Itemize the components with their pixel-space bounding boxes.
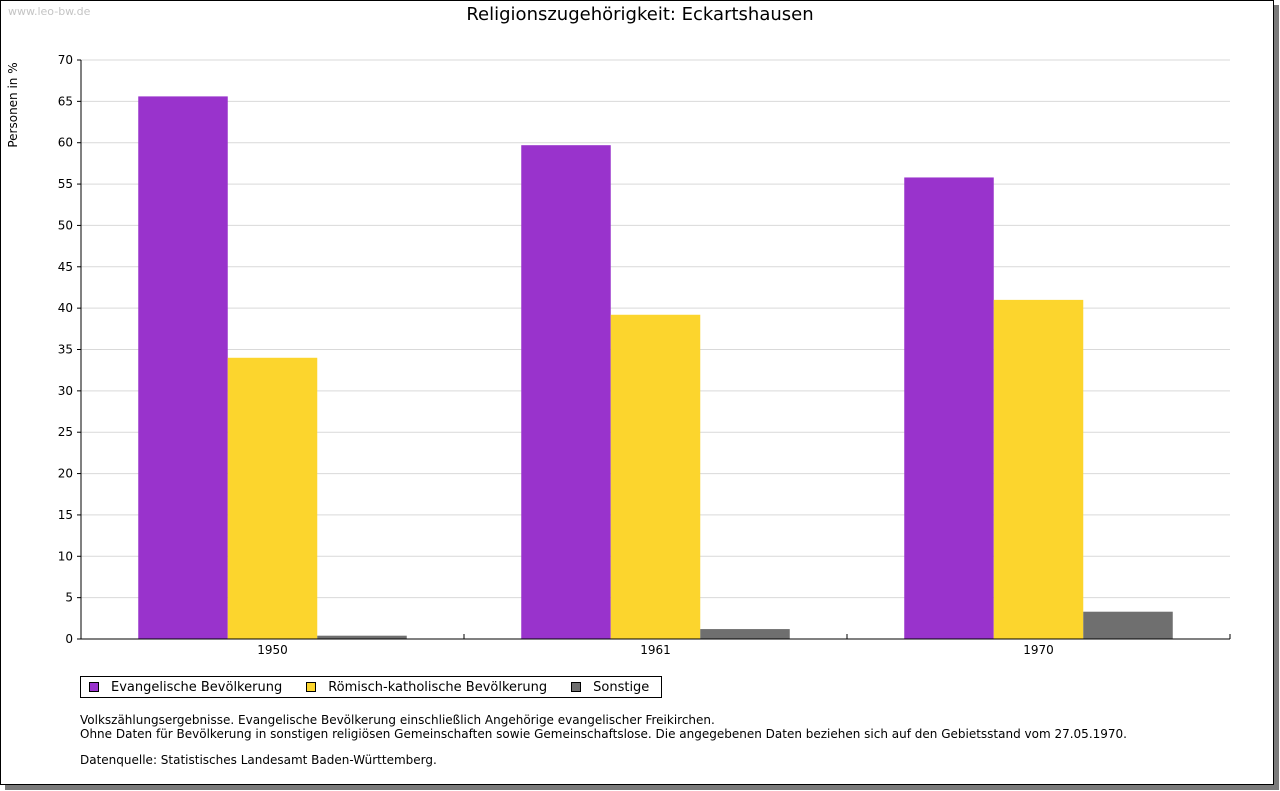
y-tick-label: 5 <box>65 591 73 605</box>
legend-item-sonstige: Sonstige <box>571 680 649 695</box>
data-source: Datenquelle: Statistisches Landesamt Bad… <box>80 753 437 767</box>
y-tick-label: 35 <box>58 343 73 357</box>
legend-label-sonstige: Sonstige <box>593 679 650 695</box>
bar <box>700 629 790 639</box>
chart-title: Religionszugehörigkeit: Eckartshausen <box>466 4 814 25</box>
bar <box>610 314 701 639</box>
legend-swatch-sonstige <box>571 682 582 692</box>
y-tick-label: 10 <box>58 549 73 563</box>
legend-label-katholisch: Römisch-katholische Bevölkerung <box>328 679 548 695</box>
bar <box>317 635 407 639</box>
y-tick-label: 65 <box>58 94 73 108</box>
y-tick-label: 60 <box>58 136 73 150</box>
footnote-line-1: Volkszählungsergebnisse. Evangelische Be… <box>80 713 715 727</box>
bar <box>227 357 318 639</box>
legend-swatch-evangelisch <box>89 682 99 692</box>
x-tick-label: 1970 <box>1023 643 1054 657</box>
y-tick-label: 30 <box>58 384 73 398</box>
bar <box>904 177 994 639</box>
legend-item-katholisch: Römisch-katholische Bevölkerung <box>306 680 547 695</box>
bar <box>138 96 228 639</box>
bar <box>993 299 1084 639</box>
legend: Evangelische Bevölkerung Römisch-katholi… <box>80 676 663 698</box>
y-tick-label: 70 <box>58 53 73 67</box>
y-tick-label: 45 <box>58 260 73 274</box>
y-tick-label: 15 <box>58 508 73 522</box>
x-tick-label: 1961 <box>640 643 671 657</box>
legend-item-evangelisch: Evangelische Bevölkerung <box>89 680 282 695</box>
y-tick-label: 50 <box>58 218 73 232</box>
y-tick-label: 25 <box>58 425 73 439</box>
bar <box>521 145 611 639</box>
x-tick-label: 1950 <box>257 643 288 657</box>
watermark: www.leo-bw.de <box>8 5 91 18</box>
y-tick-label: 0 <box>65 632 73 646</box>
legend-swatch-katholisch <box>306 682 317 692</box>
footnotes: Volkszählungsergebnisse. Evangelische Be… <box>80 713 1127 767</box>
footnote-line-2: Ohne Daten für Bevölkerung in sonstigen … <box>80 727 1127 741</box>
y-tick-label: 20 <box>58 467 73 481</box>
bar <box>1083 611 1173 639</box>
y-tick-label: 55 <box>58 177 73 191</box>
legend-label-evangelisch: Evangelische Bevölkerung <box>111 679 283 695</box>
y-tick-label: 40 <box>58 301 73 315</box>
